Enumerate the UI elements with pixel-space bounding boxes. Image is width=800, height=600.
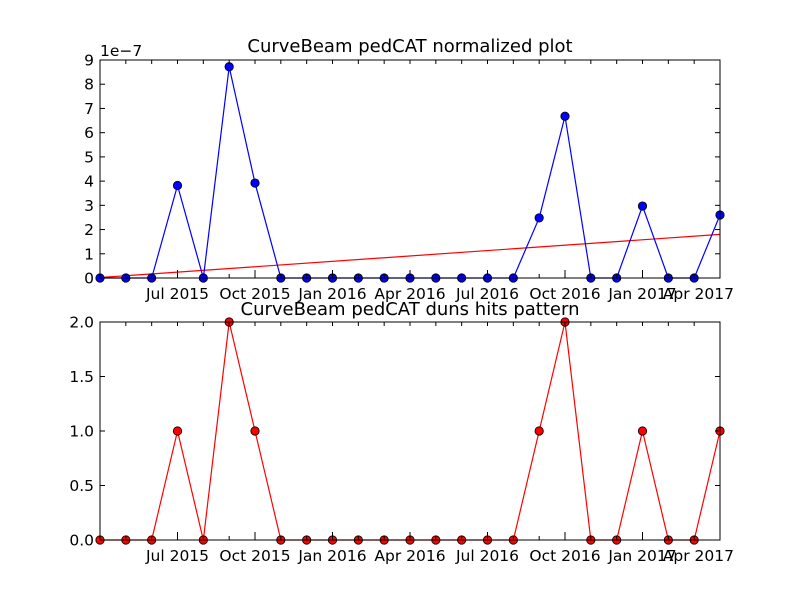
bottom-x-ticks: Jul 2015 Oct 2015 Jan 2016 Apr 2016 Jul 2016…	[99, 322, 734, 565]
top-x-ticks: Jul 2015 Oct 2015 Jan 2016 Apr 2016 Jul 2016…	[99, 60, 734, 303]
bottom-x-tick-label: Oct 2015	[219, 547, 290, 565]
bottom-x-tick-label: Jan 2017	[607, 547, 676, 565]
top-y-offset-label: 1e−7	[100, 42, 142, 60]
top-y-tick-label: 3	[84, 197, 94, 215]
bottom-x-tick-label: Jul 2016	[455, 547, 519, 565]
top-y-tick-label: 8	[84, 76, 94, 94]
bottom-series-line	[100, 321, 721, 541]
bottom-data-point	[534, 426, 544, 436]
bottom-chart-title: CurveBeam pedCAT duns hits pattern	[241, 299, 580, 320]
bottom-subplot: CurveBeam pedCAT duns hits pattern 0.00.…	[69, 299, 734, 565]
bottom-x-tick-label: Jul 2015	[145, 547, 209, 565]
bottom-x-tick-label: Apr 2016	[374, 547, 445, 565]
top-series-line	[100, 66, 721, 279]
top-x-tick-label: Jul 2015	[145, 285, 209, 303]
top-plot-frame	[99, 59, 721, 279]
top-y-ticks: 0 1 2 3 4 5 6 7 8 9	[84, 52, 720, 288]
bottom-plot-marks	[95, 317, 725, 545]
top-x-tick-label: Apr 2016	[374, 285, 445, 303]
bottom-x-tick-label: Jan 2016	[297, 547, 366, 565]
bottom-data-point	[250, 426, 260, 436]
bottom-data-point	[172, 426, 183, 436]
top-x-tick-label: Oct 2015	[219, 285, 290, 303]
top-y-tick-label: 4	[84, 173, 94, 191]
bottom-x-tick-label: Oct 2016	[529, 547, 600, 565]
bottom-data-point	[637, 426, 648, 436]
bottom-y-tick-label: 0.5	[69, 477, 94, 495]
top-y-tick-label: 7	[84, 100, 94, 118]
top-y-tick-label: 2	[84, 221, 94, 239]
bottom-y-tick-label: 2.0	[69, 314, 94, 332]
top-data-point	[250, 178, 260, 188]
top-chart-title: CurveBeam pedCAT normalized plot	[247, 36, 572, 57]
bottom-y-tick-label: 0.0	[69, 532, 94, 550]
top-subplot: CurveBeam pedCAT normalized plot 1e−7 0 1…	[84, 36, 734, 303]
top-x-tick-label: Oct 2016	[529, 285, 600, 303]
top-data-point	[637, 201, 648, 211]
top-y-tick-label: 9	[84, 52, 94, 70]
top-y-tick-label: 0	[84, 270, 94, 288]
top-x-tick-label: Jan 2016	[297, 285, 366, 303]
top-x-tick-label: Jan 2017	[607, 285, 676, 303]
bottom-x-tick-label: Apr 2017	[663, 547, 734, 565]
top-y-tick-label: 1	[84, 245, 94, 263]
top-y-tick-label: 5	[84, 148, 94, 166]
top-data-point	[560, 111, 570, 121]
top-y-tick-label: 6	[84, 124, 94, 142]
bottom-plot-frame	[99, 321, 721, 541]
top-x-tick-label: Apr 2017	[663, 285, 734, 303]
bottom-y-ticks: 0.0 0.5 1.0 1.5 2.0	[69, 314, 720, 550]
top-x-tick-label: Jul 2016	[455, 285, 519, 303]
top-trendline	[99, 233, 721, 279]
top-data-point	[534, 213, 544, 223]
bottom-y-tick-label: 1.5	[69, 368, 94, 386]
bottom-y-tick-label: 1.0	[69, 423, 94, 441]
top-plot-marks	[95, 62, 725, 283]
top-data-point	[172, 180, 183, 191]
